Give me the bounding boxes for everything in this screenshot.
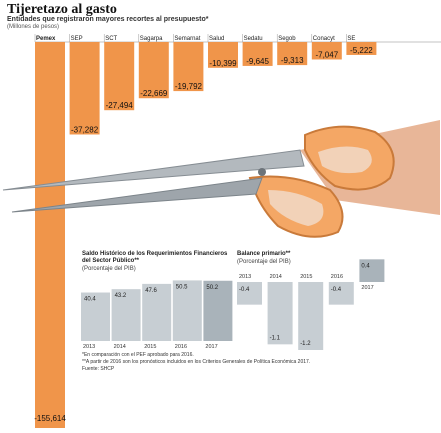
scissors-illustration: [2, 120, 440, 238]
value-label-conacyt: -7,047: [315, 50, 338, 59]
rfsp-value-2016: 50.5: [176, 284, 188, 290]
category-label-semarnat: Semarnat: [174, 36, 200, 42]
bar-sct: [104, 42, 135, 111]
chart-subtitle: Entidades que registraron mayores recort…: [7, 16, 209, 23]
category-label-sedatu: Sedatu: [244, 36, 263, 42]
balance-year-2017: 2017: [361, 285, 373, 291]
page-title: Tijeretazo al gasto: [7, 2, 117, 17]
chart-units: (Millones de pesos): [7, 24, 60, 30]
rfsp-chart-title: Saldo Histórico de los Requerimientos Fi…: [82, 251, 228, 264]
balance-bar-2015: [298, 282, 324, 350]
category-label-segob: Segob: [278, 36, 296, 42]
balance-year-2016: 2016: [331, 274, 343, 280]
rfsp-value-2017: 50.2: [206, 285, 218, 291]
category-label-sagarpa: Sagarpa: [140, 36, 163, 42]
value-label-semarnat: -19,792: [175, 82, 203, 91]
value-label-segob: -9,313: [281, 56, 304, 65]
balance-value-2016: -0.4: [331, 287, 342, 293]
balance-bar-2016: [328, 282, 354, 305]
scissors-pivot: [258, 168, 266, 176]
category-label-conacyt: Conacyt: [313, 36, 335, 42]
balance-bar-2017: [359, 259, 385, 282]
rfsp-value-2015: 47.6: [145, 288, 157, 294]
value-label-sagarpa: -22,669: [140, 89, 168, 98]
value-label-sct: -27,494: [106, 101, 134, 110]
rfsp-bar-2016: [172, 280, 202, 341]
rfsp-year-2013: 2013: [83, 344, 95, 350]
bar-sep: [69, 42, 100, 135]
category-label-sep: SEP: [71, 36, 83, 42]
bar-salud: [208, 42, 238, 68]
rfsp-bar-2015: [142, 283, 172, 341]
scissors-blade-upper: [2, 149, 305, 191]
footnote-2: **A partir de 2016 son los pronósticos i…: [82, 359, 311, 365]
footnote-source: Fuente: SHCP: [82, 366, 115, 372]
value-label-salud: -10,399: [209, 59, 237, 68]
rfsp-chart: 40.4 2013 43.2 2014 47.6 2015 50.5 2016 50.2 2017: [81, 280, 233, 350]
bar-pemex: [35, 42, 65, 428]
rfsp-value-2013: 40.4: [84, 297, 96, 303]
primary-balance-chart: 2013 -0.4 2014 -1.1 2015 -1.2 2016 -0.4 0.4 2017: [237, 259, 385, 350]
balance-value-2014: -1.1: [270, 335, 281, 341]
footnotes: *En comparación con el PEF aprobado para…: [82, 352, 310, 373]
category-label-pemex: Pemex: [36, 36, 56, 42]
bar-segob: [277, 42, 308, 66]
handle-hole-upper: [318, 146, 372, 174]
bar-sagarpa: [138, 42, 169, 99]
bar-se: [346, 42, 377, 55]
rfsp-value-2014: 43.2: [115, 293, 127, 299]
balance-value-2015: -1.2: [300, 341, 311, 347]
balance-year-2014: 2014: [270, 274, 282, 280]
main-bars-group: Pemex -155,614 SEP -37,282 SCT -27,494 Sagarpa…: [34, 34, 441, 428]
balance-bar-2014: [267, 282, 293, 345]
rfsp-year-2014: 2014: [114, 344, 126, 350]
footnote-1: *En comparación con el PEF aprobado para…: [82, 352, 194, 358]
balance-chart-units: (Porcentaje del PIB): [237, 259, 291, 265]
value-label-sedatu: -9,645: [246, 57, 269, 66]
balance-chart-title: Balance primario**: [237, 251, 291, 257]
balance-value-2017: 0.4: [361, 263, 370, 269]
bar-sedatu: [242, 42, 273, 66]
category-label-se: SE: [347, 36, 355, 42]
value-label-sep: -37,282: [71, 125, 99, 134]
rfsp-bar-2014: [111, 289, 141, 341]
rfsp-chart-units: (Porcentaje del PIB): [82, 266, 136, 272]
value-label-pemex: -155,614: [34, 414, 66, 423]
rfsp-year-2015: 2015: [144, 344, 156, 350]
balance-year-2015: 2015: [300, 274, 312, 280]
rfsp-year-2016: 2016: [175, 344, 187, 350]
balance-value-2013: -0.4: [239, 287, 250, 293]
rfsp-year-2017: 2017: [205, 344, 217, 350]
value-label-se: -5,222: [350, 46, 373, 55]
category-label-salud: Salud: [209, 36, 224, 42]
bar-conacyt: [311, 42, 342, 60]
handle-hole-lower: [268, 190, 324, 226]
category-label-sct: SCT: [105, 36, 117, 42]
scissors-blade-lower: [11, 177, 263, 213]
balance-year-2013: 2013: [239, 274, 251, 280]
bar-semarnat: [173, 42, 204, 92]
balance-bar-2013: [237, 282, 262, 305]
rfsp-bar-2013: [81, 292, 110, 341]
rfsp-bar-2017: [203, 280, 233, 341]
